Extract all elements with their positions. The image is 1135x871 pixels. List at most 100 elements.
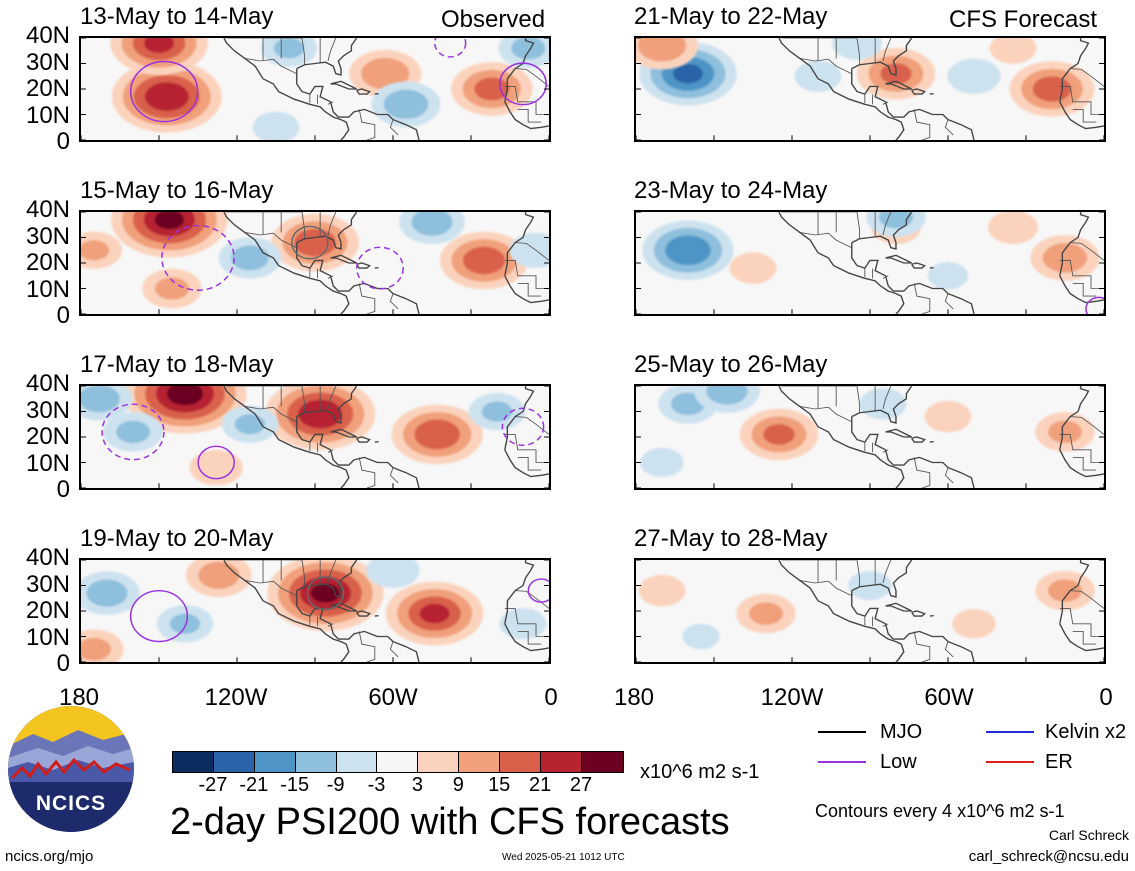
coastline bbox=[851, 242, 975, 314]
kelvin-legend-label: Kelvin x2 bbox=[1045, 721, 1127, 743]
country-border bbox=[944, 119, 954, 136]
country-border bbox=[1070, 590, 1104, 609]
anomaly-contour-fill bbox=[665, 235, 711, 266]
anomaly-center bbox=[218, 237, 282, 279]
anomaly-center bbox=[947, 58, 1001, 94]
anomaly-center bbox=[221, 405, 279, 443]
panel-title: 13-May to 14-May bbox=[80, 3, 274, 30]
anomaly-contour-fill bbox=[511, 38, 546, 60]
country-border bbox=[913, 283, 931, 314]
country-border bbox=[1070, 242, 1104, 261]
country-border bbox=[244, 579, 297, 597]
low-contour bbox=[433, 38, 467, 58]
anomaly-center bbox=[832, 38, 882, 60]
country-border bbox=[799, 405, 852, 423]
anomaly-center bbox=[81, 629, 124, 662]
coastline bbox=[330, 80, 357, 90]
anomaly-center bbox=[988, 212, 1038, 244]
anomaly-contour-fill bbox=[481, 401, 513, 422]
country-border bbox=[882, 560, 892, 584]
coastline bbox=[851, 38, 913, 76]
anomaly-center bbox=[640, 447, 684, 478]
colorbar-cell bbox=[377, 752, 419, 772]
anomaly-center bbox=[81, 386, 133, 421]
lat-label: 10N bbox=[25, 101, 70, 129]
colorbar-cell bbox=[500, 752, 542, 772]
colorbar-tick-label: 21 bbox=[528, 774, 552, 796]
country-border bbox=[1059, 259, 1104, 289]
anomaly-center bbox=[924, 400, 972, 433]
lon-label: 120W bbox=[204, 684, 268, 711]
lat-label: 20N bbox=[25, 423, 70, 450]
lon-label: 120W bbox=[760, 684, 824, 711]
country-border bbox=[1059, 85, 1104, 115]
coastline bbox=[885, 428, 912, 438]
anomaly-center bbox=[439, 231, 529, 290]
colorbar-tick-label: -15 bbox=[280, 774, 310, 796]
site-link[interactable]: ncics.org/mjo bbox=[5, 848, 94, 865]
coastline bbox=[778, 386, 905, 488]
anomaly-contour-fill bbox=[672, 63, 704, 84]
panel-title: 15-May to 16-May bbox=[80, 177, 274, 204]
anomaly-contour-fill bbox=[1048, 420, 1082, 444]
anomaly-contour-fill bbox=[989, 38, 1037, 64]
anomaly-center bbox=[123, 386, 247, 434]
panel-title: 19-May to 20-May bbox=[80, 525, 274, 552]
country-border bbox=[515, 242, 549, 261]
coastline bbox=[851, 416, 975, 488]
anomaly-contour-fill bbox=[81, 240, 110, 261]
anomaly-contour-fill bbox=[366, 560, 420, 588]
country-border bbox=[301, 386, 306, 413]
anomaly-center bbox=[468, 392, 526, 431]
colorbar-units: x10^6 m2 s-1 bbox=[640, 761, 760, 783]
country-border bbox=[517, 630, 542, 645]
country-border bbox=[1072, 456, 1097, 471]
coastline bbox=[356, 610, 371, 617]
coastline bbox=[851, 590, 975, 662]
anomaly-center bbox=[385, 581, 484, 646]
country-border bbox=[389, 119, 399, 136]
low-legend-line bbox=[818, 761, 866, 763]
author-email[interactable]: carl_schreck@ncsu.edu bbox=[968, 848, 1129, 865]
colorbar-cell bbox=[459, 752, 501, 772]
observed-header: Observed bbox=[441, 6, 546, 33]
coastline bbox=[778, 212, 905, 314]
anomaly-contour-fill bbox=[640, 447, 684, 478]
country-border bbox=[515, 68, 549, 87]
coastline bbox=[296, 38, 358, 76]
anomaly-center bbox=[450, 62, 533, 116]
coastline bbox=[223, 38, 350, 140]
coastline bbox=[296, 386, 358, 424]
lon-label: 0 bbox=[1099, 684, 1113, 711]
country-border bbox=[301, 38, 306, 65]
lat-label: 40N bbox=[25, 370, 70, 397]
anomaly-center bbox=[110, 38, 208, 75]
coastline bbox=[885, 80, 912, 90]
country-border bbox=[517, 108, 542, 123]
psi200-map bbox=[636, 560, 1104, 662]
anomaly-contour-fill bbox=[189, 449, 243, 486]
country-border bbox=[301, 212, 306, 239]
anomaly-contour-fill bbox=[293, 228, 337, 257]
anomaly-center bbox=[739, 408, 819, 461]
anomaly-contour-fill bbox=[637, 38, 687, 62]
country-border bbox=[1070, 68, 1104, 87]
panel-title: 17-May to 18-May bbox=[80, 351, 274, 378]
colorbar-tick-label: 27 bbox=[569, 774, 593, 796]
anomaly-center bbox=[111, 212, 228, 258]
country-border bbox=[944, 641, 954, 658]
country-border bbox=[882, 386, 892, 410]
anomaly-center bbox=[1030, 235, 1100, 281]
author: Carl Schreck bbox=[1048, 827, 1129, 843]
anomaly-center bbox=[989, 38, 1037, 64]
main-title: 2-day PSI200 with CFS forecasts bbox=[170, 801, 730, 843]
anomaly-center bbox=[189, 449, 243, 486]
ncics-logo: NCICS bbox=[8, 706, 134, 832]
anomaly-contour-fill bbox=[81, 637, 111, 661]
coastline bbox=[851, 212, 913, 250]
anomaly-center bbox=[103, 412, 163, 452]
anomaly-center bbox=[1035, 570, 1095, 611]
anomaly-contour-fill bbox=[383, 89, 429, 120]
anomaly-center bbox=[682, 623, 720, 650]
coastline bbox=[504, 38, 535, 102]
